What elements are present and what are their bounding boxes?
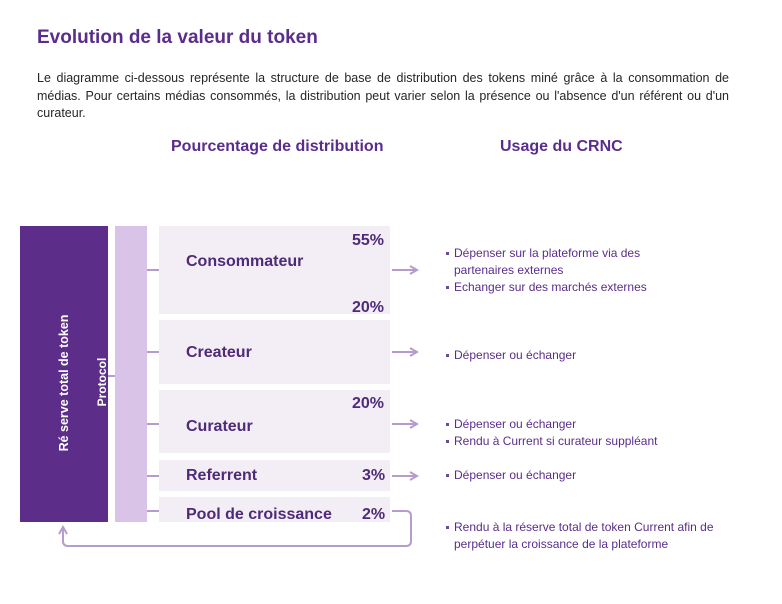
intro-paragraph: Le diagramme ci-dessous représente la st… bbox=[37, 71, 729, 120]
page-title: Evolution de la valeur du token bbox=[37, 27, 318, 48]
bullet-icon bbox=[446, 526, 449, 529]
box-curateur bbox=[159, 390, 390, 453]
header-distribution: Pourcentage de distribution bbox=[171, 138, 384, 155]
percent-referrent: 3% bbox=[362, 467, 386, 484]
return-loop-arrow bbox=[63, 510, 412, 547]
box-label-createur: Createur bbox=[186, 344, 252, 361]
reserve-label: Ré serve total de token bbox=[57, 314, 71, 452]
percent-consommateur-secondary: 20% bbox=[352, 299, 385, 316]
header-usage: Usage du CRNC bbox=[500, 138, 623, 155]
usage-item: Dépenser ou échanger bbox=[446, 416, 746, 433]
box-consommateur bbox=[159, 226, 390, 314]
box-label-consommateur: Consommateur bbox=[186, 253, 304, 270]
bullet-icon bbox=[446, 474, 449, 477]
bullet-icon bbox=[446, 440, 449, 443]
usage-item: Dépenser ou échanger bbox=[446, 467, 726, 484]
usage-createur: Dépenser ou échanger bbox=[446, 347, 726, 364]
box-referrent bbox=[159, 460, 390, 491]
usage-curateur: Dépenser ou échanger Rendu à Current si … bbox=[446, 416, 746, 450]
percent-pool: 2% bbox=[362, 506, 386, 523]
protocol-bar bbox=[115, 226, 147, 522]
box-label-curateur: Curateur bbox=[186, 418, 253, 435]
bullet-icon bbox=[446, 286, 449, 289]
usage-item: Rendu à Current si curateur suppléant bbox=[446, 433, 746, 450]
usage-referrent: Dépenser ou échanger bbox=[446, 467, 726, 484]
box-createur bbox=[159, 320, 390, 384]
reserve-bar bbox=[20, 226, 108, 522]
bullet-icon bbox=[446, 252, 449, 255]
usage-item: Rendu à la réserve total de token Curren… bbox=[446, 519, 736, 553]
protocol-label: Protocol bbox=[95, 357, 109, 407]
usage-consommateur: Dépenser sur la plateforme via des parte… bbox=[446, 245, 676, 296]
box-label-referrent: Referrent bbox=[186, 467, 258, 484]
usage-pool: Rendu à la réserve total de token Curren… bbox=[446, 519, 736, 553]
usage-item: Dépenser sur la plateforme via des parte… bbox=[446, 245, 676, 279]
usage-item: Dépenser ou échanger bbox=[446, 347, 726, 364]
bullet-icon bbox=[446, 423, 449, 426]
percent-curateur: 20% bbox=[352, 395, 385, 412]
box-pool bbox=[159, 497, 390, 522]
bullet-icon bbox=[446, 354, 449, 357]
usage-item: Echanger sur des marchés externes bbox=[446, 279, 676, 296]
percent-consommateur-primary: 55% bbox=[352, 232, 385, 249]
box-label-pool: Pool de croissance bbox=[186, 506, 332, 523]
